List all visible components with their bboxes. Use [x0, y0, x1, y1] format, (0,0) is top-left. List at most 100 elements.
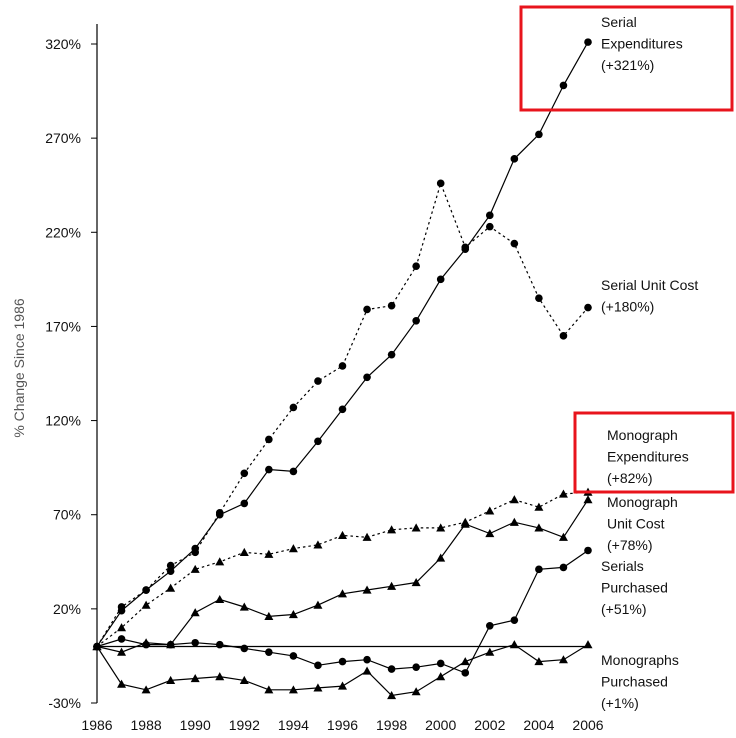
- data-point: [338, 405, 347, 414]
- data-point: [190, 674, 200, 683]
- data-point: [239, 675, 249, 685]
- data-point: [412, 663, 420, 672]
- data-point: [338, 362, 347, 370]
- y-tick-label: 320%: [45, 36, 81, 52]
- series-label-6: (+1%): [601, 695, 639, 711]
- data-point: [558, 532, 568, 541]
- x-tick-label: 1988: [131, 717, 162, 733]
- series-label-5: Purchased: [601, 580, 668, 596]
- data-point: [191, 548, 199, 557]
- y-tick-label: 70%: [53, 507, 81, 523]
- data-point: [363, 305, 371, 314]
- y-tick-label: 270%: [45, 130, 81, 146]
- data-point: [190, 564, 200, 573]
- data-point: [509, 640, 519, 649]
- data-point: [338, 681, 347, 690]
- data-point: [264, 611, 274, 620]
- data-point: [288, 544, 298, 553]
- data-point: [215, 557, 225, 566]
- data-point: [485, 506, 495, 515]
- y-tick-label: 170%: [45, 318, 81, 334]
- data-point: [191, 638, 199, 647]
- data-point: [486, 211, 494, 220]
- highlight-boxes: [519, 5, 735, 494]
- data-point: [264, 685, 274, 694]
- data-point: [289, 467, 298, 476]
- data-point: [534, 657, 544, 666]
- data-point: [510, 616, 519, 624]
- data-point: [387, 581, 397, 590]
- data-point: [534, 523, 544, 532]
- series-layer: [92, 38, 593, 700]
- data-point: [142, 586, 150, 594]
- data-point: [190, 608, 200, 617]
- data-point: [166, 675, 176, 685]
- data-point: [436, 553, 446, 562]
- data-point: [559, 332, 568, 340]
- series-label-5: Serials: [601, 558, 644, 574]
- data-point: [558, 655, 568, 664]
- data-point: [338, 530, 347, 540]
- series-line-3: [96, 491, 589, 647]
- x-tick-label: 1996: [327, 717, 358, 733]
- data-point: [313, 683, 323, 692]
- highlight-box-monograph-expenditures: [573, 411, 735, 494]
- data-point: [215, 509, 224, 517]
- data-point: [363, 655, 371, 664]
- y-tick-label: 120%: [45, 413, 81, 429]
- series-label-4: Monograph: [607, 494, 678, 510]
- data-point: [559, 81, 568, 90]
- series-label-1: (+321%): [601, 57, 654, 73]
- series-label-2: Serial Unit Cost: [601, 277, 698, 293]
- data-point: [314, 437, 322, 446]
- data-point: [486, 222, 494, 231]
- y-tick-label: -30%: [48, 695, 81, 711]
- x-tick-label: 2006: [572, 717, 603, 733]
- data-point: [558, 489, 568, 498]
- data-point: [460, 519, 470, 528]
- data-point: [509, 495, 519, 504]
- y-tick-label: 220%: [45, 224, 81, 240]
- data-point: [534, 502, 544, 511]
- data-point: [559, 563, 568, 572]
- data-point: [166, 561, 175, 570]
- data-point: [412, 316, 420, 325]
- data-point: [583, 640, 593, 649]
- y-tick-label: 20%: [53, 601, 81, 617]
- data-point: [436, 659, 445, 668]
- data-point: [412, 262, 420, 270]
- data-point: [215, 594, 225, 604]
- data-point: [362, 666, 372, 675]
- data-point: [510, 239, 519, 248]
- series-label-4: (+78%): [607, 537, 653, 553]
- data-point: [288, 685, 298, 694]
- data-point: [362, 532, 372, 541]
- data-point: [240, 469, 249, 478]
- data-point: [265, 435, 273, 444]
- data-point: [535, 565, 543, 574]
- data-point: [166, 583, 176, 592]
- x-tick-label: 1992: [229, 717, 260, 733]
- data-point: [215, 672, 225, 681]
- data-point: [239, 602, 249, 611]
- x-tick-label: 1986: [81, 717, 112, 733]
- data-point: [264, 549, 274, 558]
- y-axis-title: % Change Since 1986: [11, 298, 27, 438]
- data-point: [436, 672, 446, 681]
- x-tick-label: 1990: [180, 717, 211, 733]
- data-point: [436, 179, 445, 188]
- data-point: [461, 243, 470, 252]
- data-point: [141, 600, 151, 609]
- data-point: [436, 523, 446, 532]
- series-label-5: (+51%): [601, 601, 647, 617]
- data-point: [288, 610, 298, 619]
- data-point: [363, 373, 371, 382]
- series-label-6: Monographs: [601, 652, 679, 668]
- data-point: [461, 669, 470, 677]
- data-point: [314, 377, 322, 385]
- data-point: [265, 465, 273, 474]
- data-point: [240, 644, 249, 653]
- series-label-3: (+82%): [607, 470, 653, 486]
- highlight-box-serial-expenditures: [519, 5, 734, 112]
